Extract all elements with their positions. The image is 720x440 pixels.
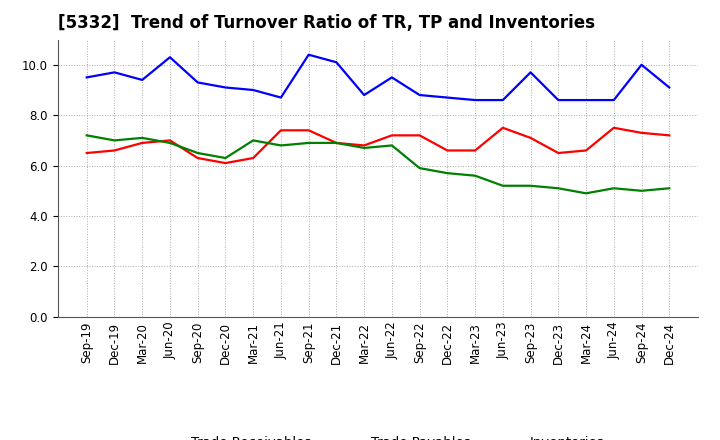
Trade Payables [637,62,646,67]
Trade Receivables [498,125,507,130]
Inventories [637,188,646,194]
Inventories [249,138,258,143]
Inventories [582,191,590,196]
Trade Payables [665,85,674,90]
Trade Receivables [526,135,535,140]
Trade Receivables [221,161,230,166]
Trade Receivables [332,140,341,146]
Inventories [526,183,535,188]
Trade Receivables [582,148,590,153]
Inventories [166,140,174,146]
Inventories [305,140,313,146]
Trade Receivables [110,148,119,153]
Inventories [194,150,202,156]
Trade Receivables [665,133,674,138]
Trade Receivables [249,155,258,161]
Trade Payables [332,60,341,65]
Trade Receivables [360,143,369,148]
Trade Receivables [82,150,91,156]
Inventories [276,143,285,148]
Line: Inventories: Inventories [86,136,670,193]
Trade Receivables [609,125,618,130]
Line: Trade Payables: Trade Payables [86,55,670,100]
Trade Receivables [471,148,480,153]
Trade Receivables [194,155,202,161]
Trade Payables [443,95,451,100]
Inventories [498,183,507,188]
Line: Trade Receivables: Trade Receivables [86,128,670,163]
Trade Payables [194,80,202,85]
Trade Receivables [387,133,396,138]
Trade Payables [387,75,396,80]
Legend: Trade Receivables, Trade Payables, Inventories: Trade Receivables, Trade Payables, Inven… [146,431,610,440]
Trade Payables [526,70,535,75]
Trade Payables [498,97,507,103]
Trade Payables [360,92,369,98]
Inventories [609,186,618,191]
Trade Receivables [166,138,174,143]
Inventories [110,138,119,143]
Trade Payables [471,97,480,103]
Trade Payables [249,88,258,93]
Trade Receivables [415,133,424,138]
Trade Payables [415,92,424,98]
Trade Receivables [305,128,313,133]
Trade Payables [554,97,562,103]
Inventories [665,186,674,191]
Trade Payables [305,52,313,57]
Inventories [221,155,230,161]
Inventories [332,140,341,146]
Trade Payables [82,75,91,80]
Trade Receivables [637,130,646,136]
Inventories [471,173,480,178]
Trade Payables [110,70,119,75]
Trade Payables [582,97,590,103]
Trade Receivables [138,140,147,146]
Inventories [415,165,424,171]
Trade Payables [609,97,618,103]
Trade Receivables [554,150,562,156]
Trade Receivables [443,148,451,153]
Trade Payables [221,85,230,90]
Inventories [138,135,147,140]
Trade Payables [138,77,147,83]
Inventories [387,143,396,148]
Inventories [82,133,91,138]
Inventories [443,171,451,176]
Trade Payables [276,95,285,100]
Inventories [360,145,369,150]
Text: [5332]  Trend of Turnover Ratio of TR, TP and Inventories: [5332] Trend of Turnover Ratio of TR, TP… [58,15,595,33]
Trade Payables [166,55,174,60]
Trade Receivables [276,128,285,133]
Inventories [554,186,562,191]
